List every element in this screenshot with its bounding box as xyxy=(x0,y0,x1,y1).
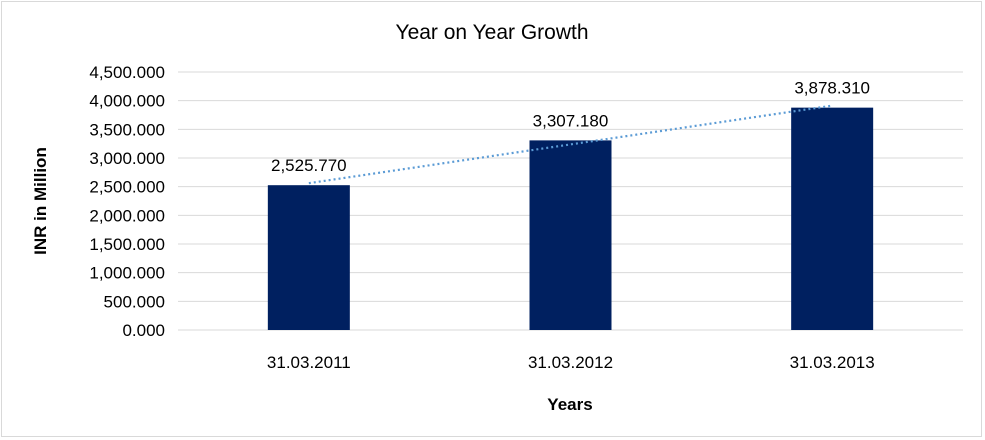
y-tick-label: 1,000.000 xyxy=(89,264,165,283)
data-label: 3,878.310 xyxy=(794,79,870,98)
y-tick-label: 2,000.000 xyxy=(89,206,165,225)
y-tick-label: 0.000 xyxy=(122,321,165,340)
y-axis-label: INR in Million xyxy=(31,147,50,255)
x-tick-label: 31.03.2013 xyxy=(790,353,875,372)
y-tick-label: 3,500.000 xyxy=(89,120,165,139)
y-tick-label: 4,000.000 xyxy=(89,92,165,111)
y-tick-label: 1,500.000 xyxy=(89,235,165,254)
y-tick-label: 3,000.000 xyxy=(89,149,165,168)
bar xyxy=(529,140,612,330)
x-tick-label: 31.03.2012 xyxy=(528,353,613,372)
chart-title: Year on Year Growth xyxy=(395,21,588,44)
bar xyxy=(791,107,874,331)
x-axis-label: Years xyxy=(547,395,592,414)
x-tick-label: 31.03.2011 xyxy=(267,353,351,372)
data-label: 3,307.180 xyxy=(533,111,609,130)
y-tick-label: 4,500.000 xyxy=(89,63,165,82)
y-tick-label: 2,500.000 xyxy=(89,178,165,197)
y-tick-label: 500.000 xyxy=(104,292,165,311)
bar xyxy=(267,185,350,330)
data-label: 2,525.770 xyxy=(271,156,347,175)
trendline xyxy=(308,104,833,185)
